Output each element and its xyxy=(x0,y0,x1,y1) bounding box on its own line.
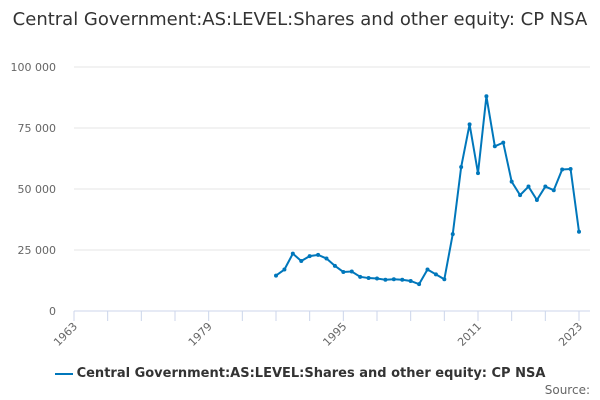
data-point xyxy=(543,184,548,189)
data-point xyxy=(358,274,363,279)
x-tick-label: 1979 xyxy=(186,320,215,349)
data-point xyxy=(442,277,447,282)
data-point xyxy=(467,122,472,127)
source-label: Source: xyxy=(544,383,590,397)
data-point xyxy=(307,254,312,259)
data-point xyxy=(476,171,480,176)
data-point xyxy=(433,272,438,277)
data-point xyxy=(274,273,278,278)
data-point xyxy=(577,229,581,234)
series-line xyxy=(275,96,580,286)
data-point xyxy=(290,251,295,256)
data-point xyxy=(560,167,565,172)
chart-title: Central Government:AS:LEVEL:Shares and o… xyxy=(12,9,588,30)
data-point xyxy=(518,193,523,198)
data-point xyxy=(316,252,321,257)
x-tick-label: 1995 xyxy=(320,320,349,349)
x-tick-label: 2011 xyxy=(455,320,484,349)
legend[interactable]: Central Government:AS:LEVEL:Shares and o… xyxy=(0,366,600,381)
data-point xyxy=(391,277,396,282)
legend-label: Central Government:AS:LEVEL:Shares and o… xyxy=(76,366,546,381)
data-point xyxy=(299,258,304,263)
data-point xyxy=(492,144,497,149)
data-point xyxy=(509,179,514,184)
data-point xyxy=(459,165,464,170)
data-point xyxy=(568,166,573,171)
data-point xyxy=(526,184,531,189)
data-point xyxy=(332,263,337,268)
y-tick-label: 50 000 xyxy=(18,183,57,196)
data-point xyxy=(450,232,455,237)
data-point xyxy=(400,277,405,282)
y-tick-label: 100 000 xyxy=(11,61,57,74)
data-point xyxy=(408,278,413,283)
x-tick-label: 1963 xyxy=(51,320,80,349)
data-point xyxy=(375,276,379,281)
data-point xyxy=(484,94,489,99)
x-tick-label: 2023 xyxy=(556,320,585,349)
data-point xyxy=(366,276,371,281)
data-point xyxy=(341,269,346,274)
data-point xyxy=(383,277,388,282)
data-point xyxy=(417,282,422,287)
data-point xyxy=(349,269,354,274)
legend-line-icon xyxy=(54,372,73,375)
data-point xyxy=(282,267,287,272)
data-point xyxy=(501,140,506,145)
data-point xyxy=(551,188,556,193)
data-point xyxy=(425,267,430,272)
data-point xyxy=(324,256,329,261)
y-tick-label: 25 000 xyxy=(18,244,57,257)
y-tick-label: 0 xyxy=(49,305,56,318)
data-point xyxy=(534,197,539,202)
y-tick-label: 75 000 xyxy=(18,122,57,135)
